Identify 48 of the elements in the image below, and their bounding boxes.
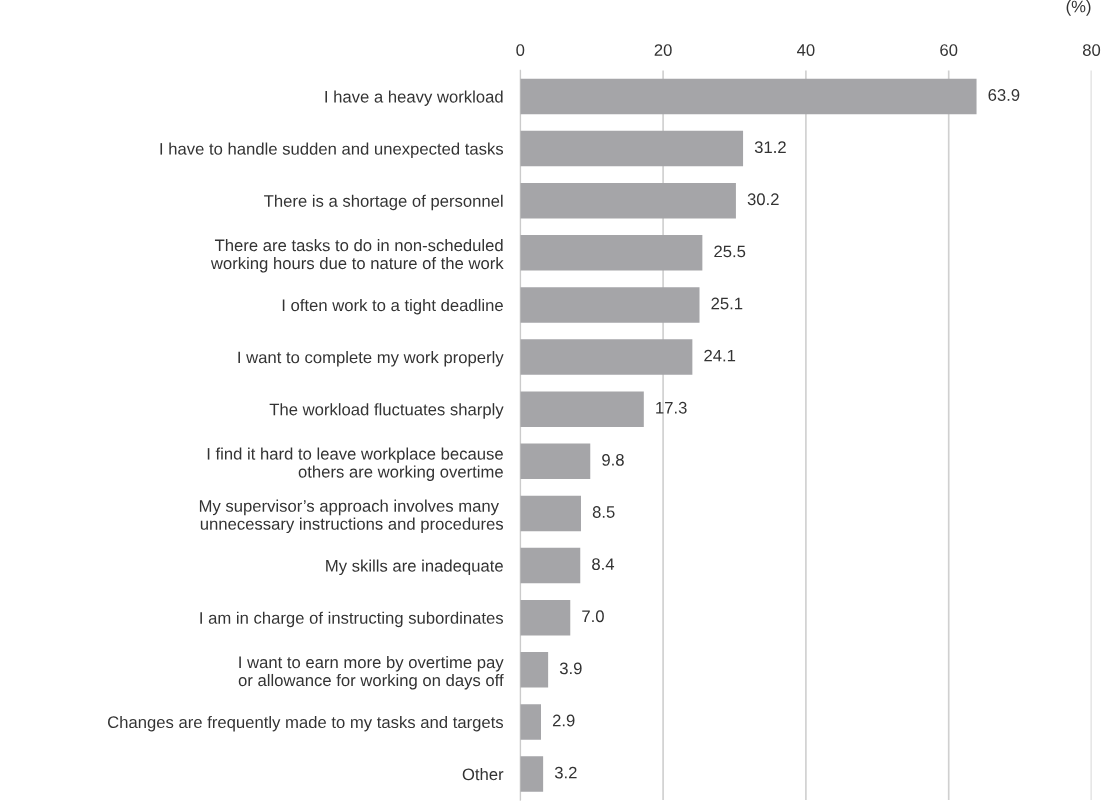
data-label: 25.5 (714, 245, 746, 258)
data-label: 7.0 (582, 610, 604, 623)
bar (520, 391, 644, 427)
data-label: 24.1 (704, 349, 736, 362)
y-tick-label: The workload fluctuates sharply (269, 403, 504, 419)
data-label: 17.3 (656, 401, 687, 414)
data-label: 3.2 (554, 766, 577, 779)
bar (520, 599, 571, 636)
x-tick-label: 40 (797, 44, 815, 56)
data-label: 9.8 (602, 453, 624, 466)
x-tick-label: 60 (940, 44, 958, 56)
x-tick-label: 20 (654, 44, 672, 56)
data-label: 8.4 (592, 558, 615, 571)
bar (520, 756, 544, 792)
y-tick-label: There is a shortage of personnel (264, 194, 503, 211)
bar (520, 339, 693, 375)
y-tick-label: Changes are frequently made to my tasks and targets (107, 715, 504, 732)
bar (520, 182, 736, 219)
data-label: 25.1 (711, 297, 743, 310)
y-tick-label: There are tasks to do in non-scheduled working hours due to nature of the work (210, 239, 504, 273)
y-tick-label: I have a heavy workload (325, 90, 503, 106)
bar (520, 547, 581, 584)
y-tick-label: I find it hard to leave workplace because others are working overtime (207, 447, 503, 481)
data-label: 3.9 (559, 662, 582, 675)
x-axis-title: (%) (1066, 0, 1091, 16)
x-tick-label: 0 (516, 44, 525, 56)
bar (520, 235, 703, 271)
bar (520, 443, 591, 480)
bar (520, 78, 977, 115)
bar (520, 287, 700, 323)
y-tick-label: My supervisor’s approach involves many unnecessary instructions and procedures (199, 499, 504, 534)
x-tick-label: 80 (1082, 44, 1101, 56)
y-tick-label: I want to earn more by overtime pay or allowance for working on days off (238, 655, 504, 690)
data-label: 2.9 (552, 714, 575, 727)
y-tick-label: I am in charge of instructing subordinates (200, 611, 504, 628)
y-tick-label: I want to complete my work properly (238, 351, 504, 367)
data-label: 31.2 (754, 141, 786, 154)
bar (520, 652, 549, 688)
data-label: 30.2 (747, 193, 779, 206)
y-tick-label: My skills are inadequate (326, 559, 503, 576)
bar (520, 704, 541, 740)
data-label: 8.5 (592, 506, 615, 518)
y-tick-label: I often work to a tight deadline (282, 298, 503, 315)
y-tick-label: I have to handle sudden and unexpected tasks (160, 142, 504, 159)
y-tick-label: Other (462, 768, 504, 781)
bar (520, 495, 581, 532)
bar (520, 130, 744, 167)
data-label: 63.9 (988, 89, 1020, 101)
